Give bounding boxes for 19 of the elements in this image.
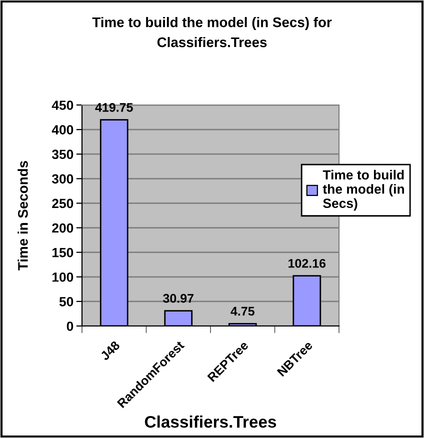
x-axis-title: Classifiers.Trees [144, 416, 276, 428]
y-tick-label: 350 [52, 150, 74, 160]
y-tick-label: 100 [52, 272, 74, 282]
data-label: 419.75 [95, 102, 133, 112]
x-tick-label: J48 [100, 340, 120, 361]
y-tick-label: 200 [52, 223, 74, 233]
y-tick-label: 400 [52, 125, 74, 134]
y-tick-label: 250 [52, 198, 74, 208]
data-label: 102.16 [288, 258, 326, 268]
legend-label: Time to build the model (in Secs) [322, 170, 404, 211]
y-tick-label: 300 [52, 174, 74, 184]
y-tick-label: 150 [52, 248, 74, 258]
y-tick-label: 0 [66, 322, 74, 331]
data-label: 30.97 [163, 294, 194, 303]
y-axis-title: Time in Seconds [18, 161, 28, 270]
chart-title: Time to build the model (in Secs) for Classifiers.Trees [92, 17, 332, 48]
y-tick-label: 50 [59, 297, 74, 306]
data-label: 4.75 [230, 306, 254, 316]
y-tick-label: 450 [52, 100, 74, 110]
